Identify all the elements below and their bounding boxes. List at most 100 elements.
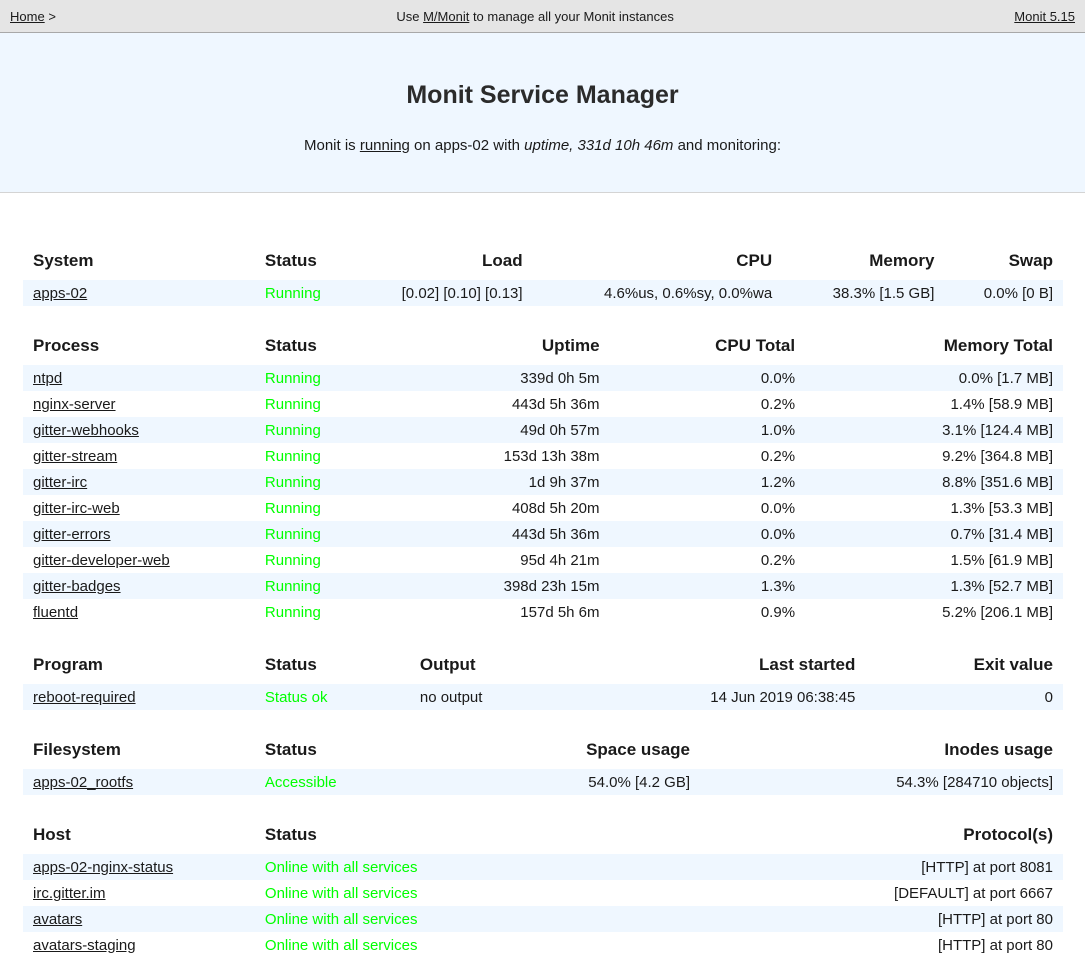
status-text: Running — [264, 284, 321, 302]
value-cell: 0.2% — [760, 447, 796, 465]
service-name-cell: gitter-irc-web — [23, 495, 255, 521]
status-text: Running — [264, 577, 321, 595]
value-cell: [HTTP] at port 80 — [556, 906, 1063, 932]
value-cell: 49d 0h 57m — [384, 417, 610, 443]
value-cell: 5.2% [206.1 MB] — [942, 603, 1053, 621]
status-cell: Running — [254, 521, 385, 547]
value-cell: 4.6%us, 0.6%sy, 0.0%wa — [532, 280, 783, 306]
value-cell: 0.0% [1.7 MB] — [805, 365, 1063, 391]
status-cell: Running — [254, 417, 385, 443]
value-cell: 1.3% [53.3 MB] — [950, 499, 1053, 517]
service-link[interactable]: apps-02 — [33, 284, 88, 302]
breadcrumb: Home > — [10, 9, 56, 24]
status-cell: Running — [255, 599, 385, 625]
program-table: Program Status Output Last started Exit valu… — [23, 655, 1063, 710]
host-table: Host Status Protocol(s) apps-02-nginx-stat… — [23, 825, 1063, 958]
value-cell: 95d 4h 21m — [520, 551, 600, 569]
status-text: Running — [264, 603, 321, 621]
status-text: Running — [264, 369, 321, 387]
status-text: Online with all services — [264, 910, 418, 928]
monit-version-link[interactable]: Monit 5.15 — [1014, 8, 1075, 24]
table-row: apps-02-nginx-status Online with all serv… — [23, 854, 1063, 880]
running-status-link[interactable]: running — [359, 137, 410, 154]
system-table: System Status Load CPU Memory Swap apps-02 Run… — [23, 251, 1063, 306]
summary-prefix: Monit is — [303, 137, 360, 154]
header-row: Filesystem Status Space usage Inodes usage — [23, 740, 1063, 769]
service-link[interactable]: avatars-staging — [33, 936, 136, 954]
top-navigation-bar: Home > Use M/Monit to manage all your Mo… — [0, 0, 1085, 33]
service-link[interactable]: gitter-badges — [33, 577, 121, 595]
header-row: Host Status Protocol(s) — [23, 825, 1063, 854]
status-cell: Accessible — [254, 769, 410, 795]
status-cell: Running — [255, 547, 385, 573]
table-row: gitter-irc-web Running 408d 5h 20m 0.0% 1.3%… — [23, 495, 1063, 521]
mmonit-link[interactable]: M/Monit — [423, 8, 470, 24]
value-cell: 3.1% [124.4 MB] — [805, 417, 1063, 443]
column-header: Protocol(s) — [963, 825, 1053, 844]
service-link[interactable]: apps-02-nginx-status — [33, 858, 174, 876]
service-link[interactable]: gitter-errors — [33, 525, 111, 543]
service-link[interactable]: gitter-developer-web — [33, 551, 170, 569]
value-cell: 14 Jun 2019 06:38:45 — [560, 684, 866, 710]
value-cell: [0.02] [0.10] [0.13] — [384, 280, 533, 306]
service-link[interactable]: apps-02_rootfs — [33, 773, 134, 791]
value-cell: no output — [409, 684, 561, 710]
service-link[interactable]: fluentd — [33, 603, 79, 621]
value-cell: [HTTP] at port 80 — [937, 936, 1053, 954]
filesystem-table: Filesystem Status Space usage Inodes usage … — [23, 740, 1063, 795]
status-text: Status ok — [264, 688, 328, 706]
service-link[interactable]: reboot-required — [33, 688, 136, 706]
service-link[interactable]: nginx-server — [33, 395, 116, 413]
value-cell: 398d 23h 15m — [384, 573, 610, 599]
value-cell: 443d 5h 36m — [511, 395, 600, 413]
status-cell: Running — [255, 443, 385, 469]
status-text: Running — [264, 473, 321, 491]
service-link[interactable]: avatars — [33, 910, 83, 928]
summary-suffix: and monitoring: — [673, 137, 781, 154]
value-cell: [HTTP] at port 8081 — [556, 854, 1063, 880]
status-cell: Online with all services — [255, 880, 557, 906]
home-link[interactable]: Home — [10, 8, 45, 24]
status-cell: Online with all services — [254, 854, 557, 880]
topbar-message-prefix: Use — [396, 8, 424, 24]
service-link[interactable]: irc.gitter.im — [33, 884, 106, 902]
service-name-cell: avatars — [23, 906, 255, 932]
value-cell: 0.0% — [609, 521, 806, 547]
status-text: Online with all services — [264, 884, 418, 902]
service-name-cell: apps-02-nginx-status — [23, 854, 255, 880]
service-link[interactable]: gitter-irc — [33, 473, 88, 491]
header-row: Program Status Output Last started Exit valu… — [23, 655, 1063, 684]
column-header: Swap — [1008, 251, 1053, 270]
service-name-cell: fluentd — [23, 599, 255, 625]
value-cell: 9.2% [364.8 MB] — [942, 447, 1053, 465]
value-cell: 0.9% — [760, 603, 796, 621]
column-header: Status — [264, 740, 317, 759]
header-row: Process Status Uptime CPU Total Memory Total — [23, 336, 1063, 365]
process-table: Process Status Uptime CPU Total Memory Total… — [23, 336, 1063, 625]
value-cell: 54.0% [4.2 GB] — [409, 769, 701, 795]
value-cell: 339d 0h 5m — [384, 365, 610, 391]
service-name-cell: gitter-webhooks — [23, 417, 255, 443]
column-header: Output — [419, 655, 476, 674]
value-cell: 0.2% — [760, 551, 796, 569]
service-link[interactable]: gitter-webhooks — [33, 421, 139, 439]
status-cell: Running — [254, 573, 385, 599]
column-header: Load — [481, 251, 523, 270]
column-header: Exit value — [973, 655, 1053, 674]
service-link[interactable]: ntpd — [33, 369, 63, 387]
status-text: Running — [264, 551, 321, 569]
value-cell: 0.0% [0 B] — [944, 280, 1063, 306]
status-cell: Status ok — [254, 684, 410, 710]
value-cell: 1.3% [52.7 MB] — [805, 573, 1063, 599]
column-header: Process — [33, 336, 100, 355]
service-link[interactable]: gitter-stream — [33, 447, 118, 465]
page-title: Monit Service Manager — [406, 81, 679, 109]
service-link[interactable]: gitter-irc-web — [33, 499, 120, 517]
column-header: Status — [264, 251, 317, 270]
status-cell: Running — [254, 469, 385, 495]
value-cell: 153d 13h 38m — [503, 447, 600, 465]
value-cell: 1.3% — [609, 573, 806, 599]
value-cell: 157d 5h 6m — [520, 603, 600, 621]
value-cell: 1.0% — [609, 417, 806, 443]
service-name-cell: apps-02_rootfs — [23, 769, 255, 795]
